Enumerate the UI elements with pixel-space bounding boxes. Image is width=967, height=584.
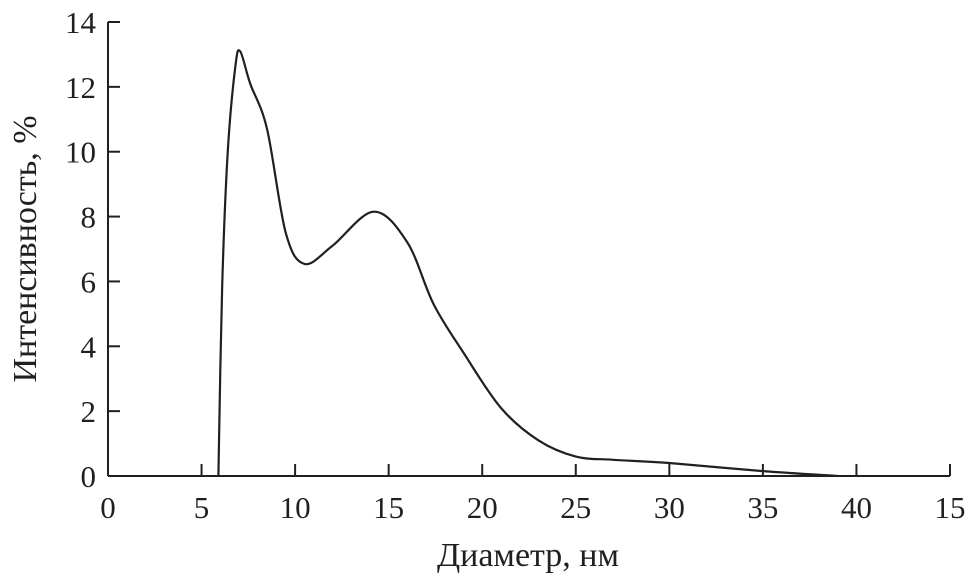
x-tick-label: 25 bbox=[560, 490, 591, 525]
x-tick-label: 35 bbox=[747, 490, 778, 525]
x-tick-label: 15 bbox=[935, 490, 966, 525]
x-tick-label: 40 bbox=[841, 490, 872, 525]
ticks: 0 5 10 15 20 25 30 35 40 15 0 2 4 6 8 10 12 14 bbox=[65, 5, 966, 525]
y-tick-label: 12 bbox=[65, 70, 96, 105]
x-tick-label: 0 bbox=[100, 490, 116, 525]
y-tick-label: 8 bbox=[81, 200, 97, 235]
series-line bbox=[217, 49, 838, 478]
y-tick-label: 6 bbox=[81, 264, 97, 299]
y-tick-label: 0 bbox=[81, 459, 97, 494]
y-tick-label: 14 bbox=[65, 5, 97, 40]
x-tick-label: 30 bbox=[654, 490, 685, 525]
x-tick-label: 15 bbox=[373, 490, 404, 525]
x-tick-label: 10 bbox=[280, 490, 311, 525]
x-tick-label: 5 bbox=[194, 490, 210, 525]
axes bbox=[107, 22, 950, 477]
y-tick-label: 2 bbox=[81, 394, 97, 429]
y-axis-label: Интенсивность, % bbox=[7, 115, 44, 382]
y-tick-label: 4 bbox=[81, 329, 97, 364]
y-tick-label: 10 bbox=[65, 135, 96, 170]
x-tick-label: 20 bbox=[467, 490, 498, 525]
x-axis-label: Диаметр, нм bbox=[437, 537, 619, 574]
